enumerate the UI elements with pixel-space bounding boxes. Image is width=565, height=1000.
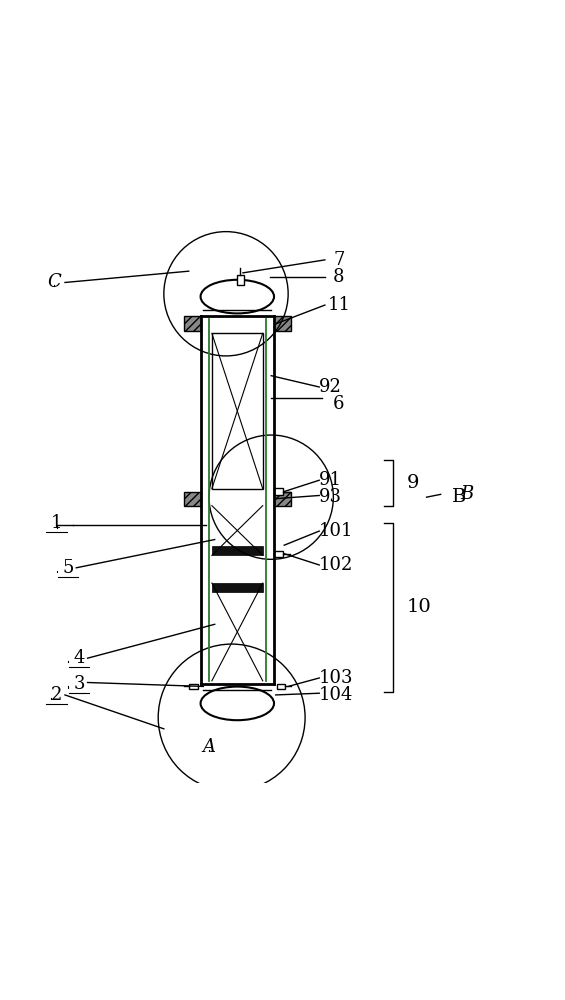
Text: 5: 5 [62,559,73,577]
Text: 101: 101 [319,522,354,540]
Bar [212,583,263,592]
Text: 102: 102 [319,556,354,574]
Text: 9: 9 [407,474,419,492]
Text: 103: 103 [319,669,354,687]
Bar [274,492,291,506]
Text: 6: 6 [333,395,345,413]
Text: 104: 104 [319,686,354,704]
Text: 8: 8 [333,268,345,286]
Bar [212,546,263,555]
Text: A: A [202,738,216,756]
Text: 2: 2 [51,686,62,704]
Bar [212,333,263,489]
Text: 93: 93 [319,488,342,506]
Text: 7: 7 [333,251,345,269]
Bar [274,551,283,557]
Text: 10: 10 [407,598,432,616]
Text: 11: 11 [328,296,350,314]
Bar [274,488,283,495]
Text: B: B [452,488,466,506]
Bar [274,316,291,330]
Bar [189,684,198,689]
Text: 3: 3 [73,675,85,693]
Text: C: C [47,273,60,291]
Text: 91: 91 [319,471,342,489]
Text: 1: 1 [51,514,62,532]
Text: 92: 92 [319,378,342,396]
Bar [184,316,201,330]
Text: 4: 4 [73,649,85,667]
Bar [184,492,201,506]
Bar [237,275,244,285]
Text: B: B [460,485,473,503]
Bar [277,684,285,689]
